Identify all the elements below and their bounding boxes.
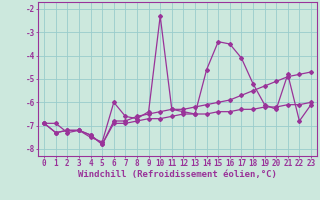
- X-axis label: Windchill (Refroidissement éolien,°C): Windchill (Refroidissement éolien,°C): [78, 170, 277, 179]
